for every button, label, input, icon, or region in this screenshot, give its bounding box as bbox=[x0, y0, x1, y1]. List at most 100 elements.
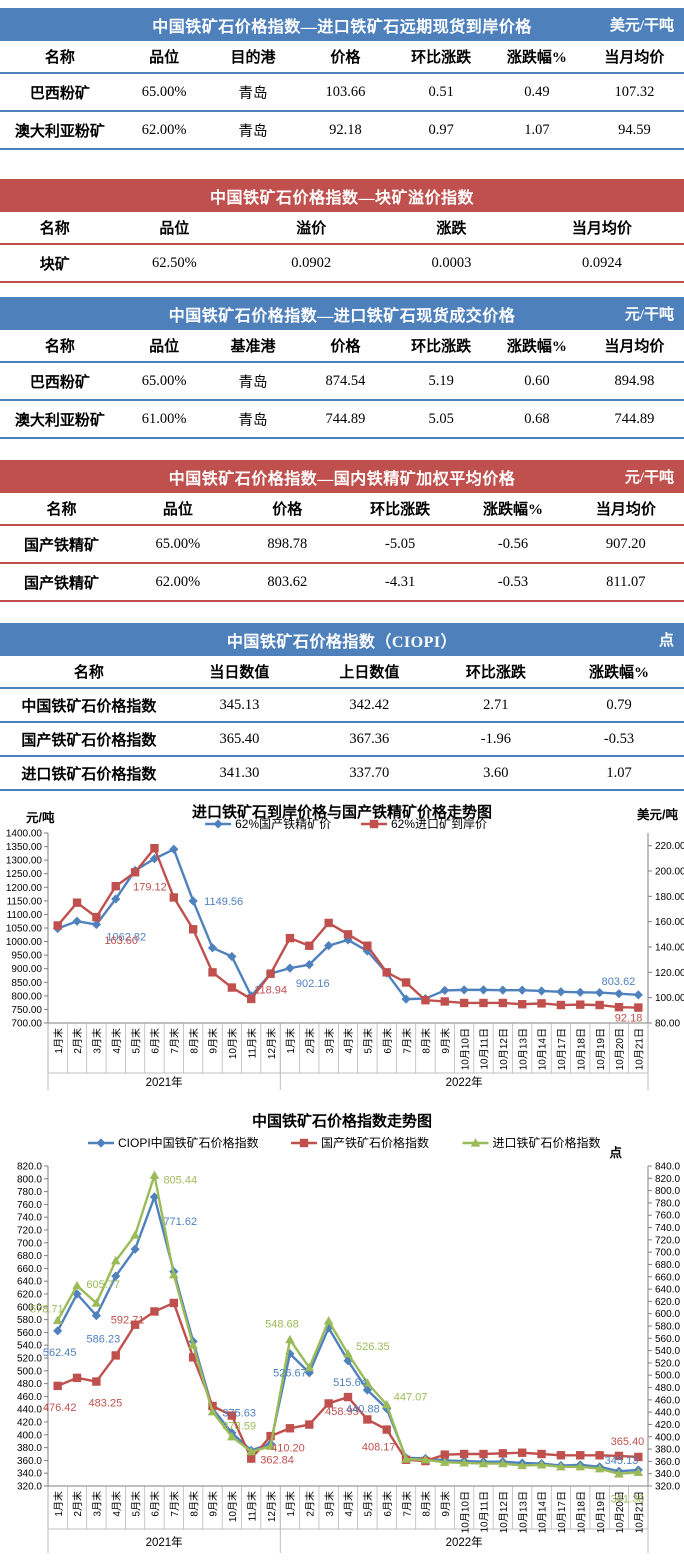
column-header: 品位 bbox=[149, 50, 180, 66]
data-point-square bbox=[53, 921, 62, 930]
x-axis-category-label: 10月13日 bbox=[517, 1491, 529, 1533]
x-axis-category-label: 2月末 bbox=[303, 1028, 316, 1054]
x-axis-category-label: 2月末 bbox=[303, 1491, 316, 1517]
data-point-triangle bbox=[633, 1467, 644, 1476]
data-point-square bbox=[169, 1298, 179, 1308]
value-cell: 青岛 bbox=[238, 412, 268, 429]
right-axis-tick-label: 780.0 bbox=[655, 1198, 680, 1209]
legend-item: 62%国产铁精矿价 bbox=[205, 817, 331, 831]
data-point-square bbox=[363, 941, 372, 950]
data-point-diamond bbox=[459, 985, 469, 995]
data-point-square bbox=[369, 819, 379, 829]
left-axis-tick-label: 700.00 bbox=[11, 1019, 42, 1030]
table-row: 巴西粉矿 65.00% 青岛 874.54 5.19 0.60 894.98 bbox=[0, 362, 684, 400]
left-axis-unit: 元/吨 bbox=[26, 810, 55, 825]
right-axis-tick-label: 200.00 bbox=[655, 867, 684, 878]
data-point-triangle bbox=[188, 1340, 198, 1349]
value-cell: 62.00% bbox=[155, 573, 201, 590]
left-axis-tick-label: 500.0 bbox=[17, 1366, 42, 1377]
x-axis-category-label: 12月末 bbox=[265, 1028, 278, 1059]
table-row: 国产铁精矿 62.00% 803.62 -4.31 -0.53 811.07 bbox=[0, 563, 684, 601]
x-axis-category-label: 10月10日 bbox=[459, 1028, 471, 1070]
value-cell: 5.19 bbox=[428, 372, 454, 389]
data-label: 458.95 bbox=[325, 1406, 359, 1418]
value-cell: 5.05 bbox=[428, 410, 454, 427]
data-point-square bbox=[459, 998, 469, 1008]
data-point-diamond bbox=[96, 1138, 106, 1148]
left-axis-tick-label: 640.0 bbox=[17, 1277, 42, 1288]
left-axis-tick-label: 1350.00 bbox=[6, 842, 43, 853]
right-axis-tick-label: 400.0 bbox=[655, 1432, 680, 1443]
data-point-diamond bbox=[556, 987, 566, 997]
data-point-square bbox=[537, 999, 546, 1008]
x-axis-category-label: 6月末 bbox=[149, 1028, 162, 1054]
left-axis-tick-label: 950.00 bbox=[11, 951, 42, 962]
right-axis-tick-label: 620.0 bbox=[655, 1297, 680, 1308]
price-table-4: 中国铁矿石价格指数—国内铁精矿加权平均价格 元/干吨 名称 品位 价格 环比涨跌 涨跌幅% 当… bbox=[0, 460, 684, 602]
left-axis-tick-label: 750.00 bbox=[11, 1005, 42, 1016]
x-axis-category-label: 10月17日 bbox=[556, 1028, 568, 1070]
right-axis-tick-label: 840.0 bbox=[655, 1162, 680, 1173]
value-cell: -0.53 bbox=[603, 730, 635, 747]
column-header: 品位 bbox=[159, 221, 190, 237]
value-cell: 青岛 bbox=[238, 123, 268, 140]
x-axis-category-label: 5月末 bbox=[362, 1491, 375, 1517]
right-axis-tick-label: 480.0 bbox=[655, 1383, 680, 1394]
value-cell: -4.31 bbox=[385, 573, 416, 590]
data-point-square bbox=[150, 1307, 159, 1316]
data-table: 名称 品位 基准港 价格 环比涨跌 涨跌幅% 当月均价 巴西粉矿 65.00% 青岛 874.54 5… bbox=[0, 330, 684, 439]
column-header: 溢价 bbox=[296, 221, 327, 237]
data-point-triangle bbox=[362, 1378, 373, 1387]
x-axis-category-label: 1月末 bbox=[52, 1491, 65, 1517]
data-point-triangle bbox=[536, 1460, 547, 1469]
year-group-label: 2022年 bbox=[446, 1535, 483, 1549]
data-label: 92.18 bbox=[615, 1013, 643, 1025]
left-axis-tick-label: 540.0 bbox=[17, 1341, 42, 1352]
table-title-bar: 中国铁矿石价格指数—块矿溢价指数 bbox=[0, 179, 684, 212]
data-point-square bbox=[266, 1431, 275, 1441]
data-point-diamond bbox=[207, 943, 218, 953]
column-header: 环比涨跌 bbox=[411, 339, 472, 355]
x-axis-category-label: 8月末 bbox=[187, 1028, 200, 1054]
value-cell: 0.97 bbox=[428, 121, 454, 138]
value-cell: 65.00% bbox=[141, 83, 187, 100]
right-axis-unit: 点 bbox=[609, 1145, 622, 1160]
data-label: 586.23 bbox=[87, 1334, 121, 1346]
data-label: 408.17 bbox=[362, 1442, 396, 1454]
right-axis-unit: 美元/吨 bbox=[637, 807, 678, 822]
value-cell: 342.42 bbox=[349, 696, 390, 713]
data-label: 365.40 bbox=[611, 1436, 645, 1448]
data-point-square bbox=[208, 968, 217, 977]
legend-item: 进口铁矿石价格指数 bbox=[462, 1135, 601, 1150]
x-axis-category-label: 8月末 bbox=[420, 1028, 433, 1054]
x-axis-category-label: 10月20日 bbox=[614, 1491, 626, 1533]
table-row: 巴西粉矿 65.00% 青岛 103.66 0.51 0.49 107.32 bbox=[0, 73, 684, 111]
value-cell: 0.79 bbox=[606, 696, 632, 713]
right-axis-tick-label: 800.0 bbox=[655, 1186, 680, 1197]
value-cell: 61.00% bbox=[141, 410, 187, 427]
data-point-square bbox=[169, 893, 179, 902]
column-header: 环比涨跌 bbox=[465, 665, 526, 681]
data-point-square bbox=[421, 996, 430, 1005]
data-point-triangle bbox=[478, 1458, 489, 1468]
value-cell: 803.62 bbox=[267, 573, 308, 590]
left-axis-tick-label: 900.00 bbox=[11, 964, 42, 975]
left-axis-tick-label: 1000.00 bbox=[6, 937, 43, 948]
right-axis-tick-label: 320.0 bbox=[655, 1482, 680, 1493]
data-point-square bbox=[440, 997, 449, 1006]
data-point-square bbox=[595, 1000, 604, 1010]
data-point-square bbox=[324, 1399, 333, 1408]
data-point-diamond bbox=[517, 985, 527, 995]
data-label: 447.07 bbox=[394, 1392, 428, 1404]
table-row: 澳大利亚粉矿 62.00% 青岛 92.18 0.97 1.07 94.59 bbox=[0, 111, 684, 149]
x-axis-category-label: 7月末 bbox=[168, 1491, 181, 1517]
legend-label: CIOPI中国铁矿石价格指数 bbox=[118, 1135, 259, 1150]
left-axis-tick-label: 420.0 bbox=[17, 1418, 42, 1429]
value-cell: 874.54 bbox=[325, 372, 366, 389]
x-axis-category-label: 8月末 bbox=[420, 1491, 433, 1517]
x-axis-category-label: 4月末 bbox=[110, 1028, 123, 1054]
data-point-diamond bbox=[304, 960, 314, 970]
data-point-square bbox=[440, 1450, 449, 1459]
column-header: 涨跌幅% bbox=[506, 50, 567, 66]
x-axis-category-label: 7月末 bbox=[400, 1028, 413, 1054]
